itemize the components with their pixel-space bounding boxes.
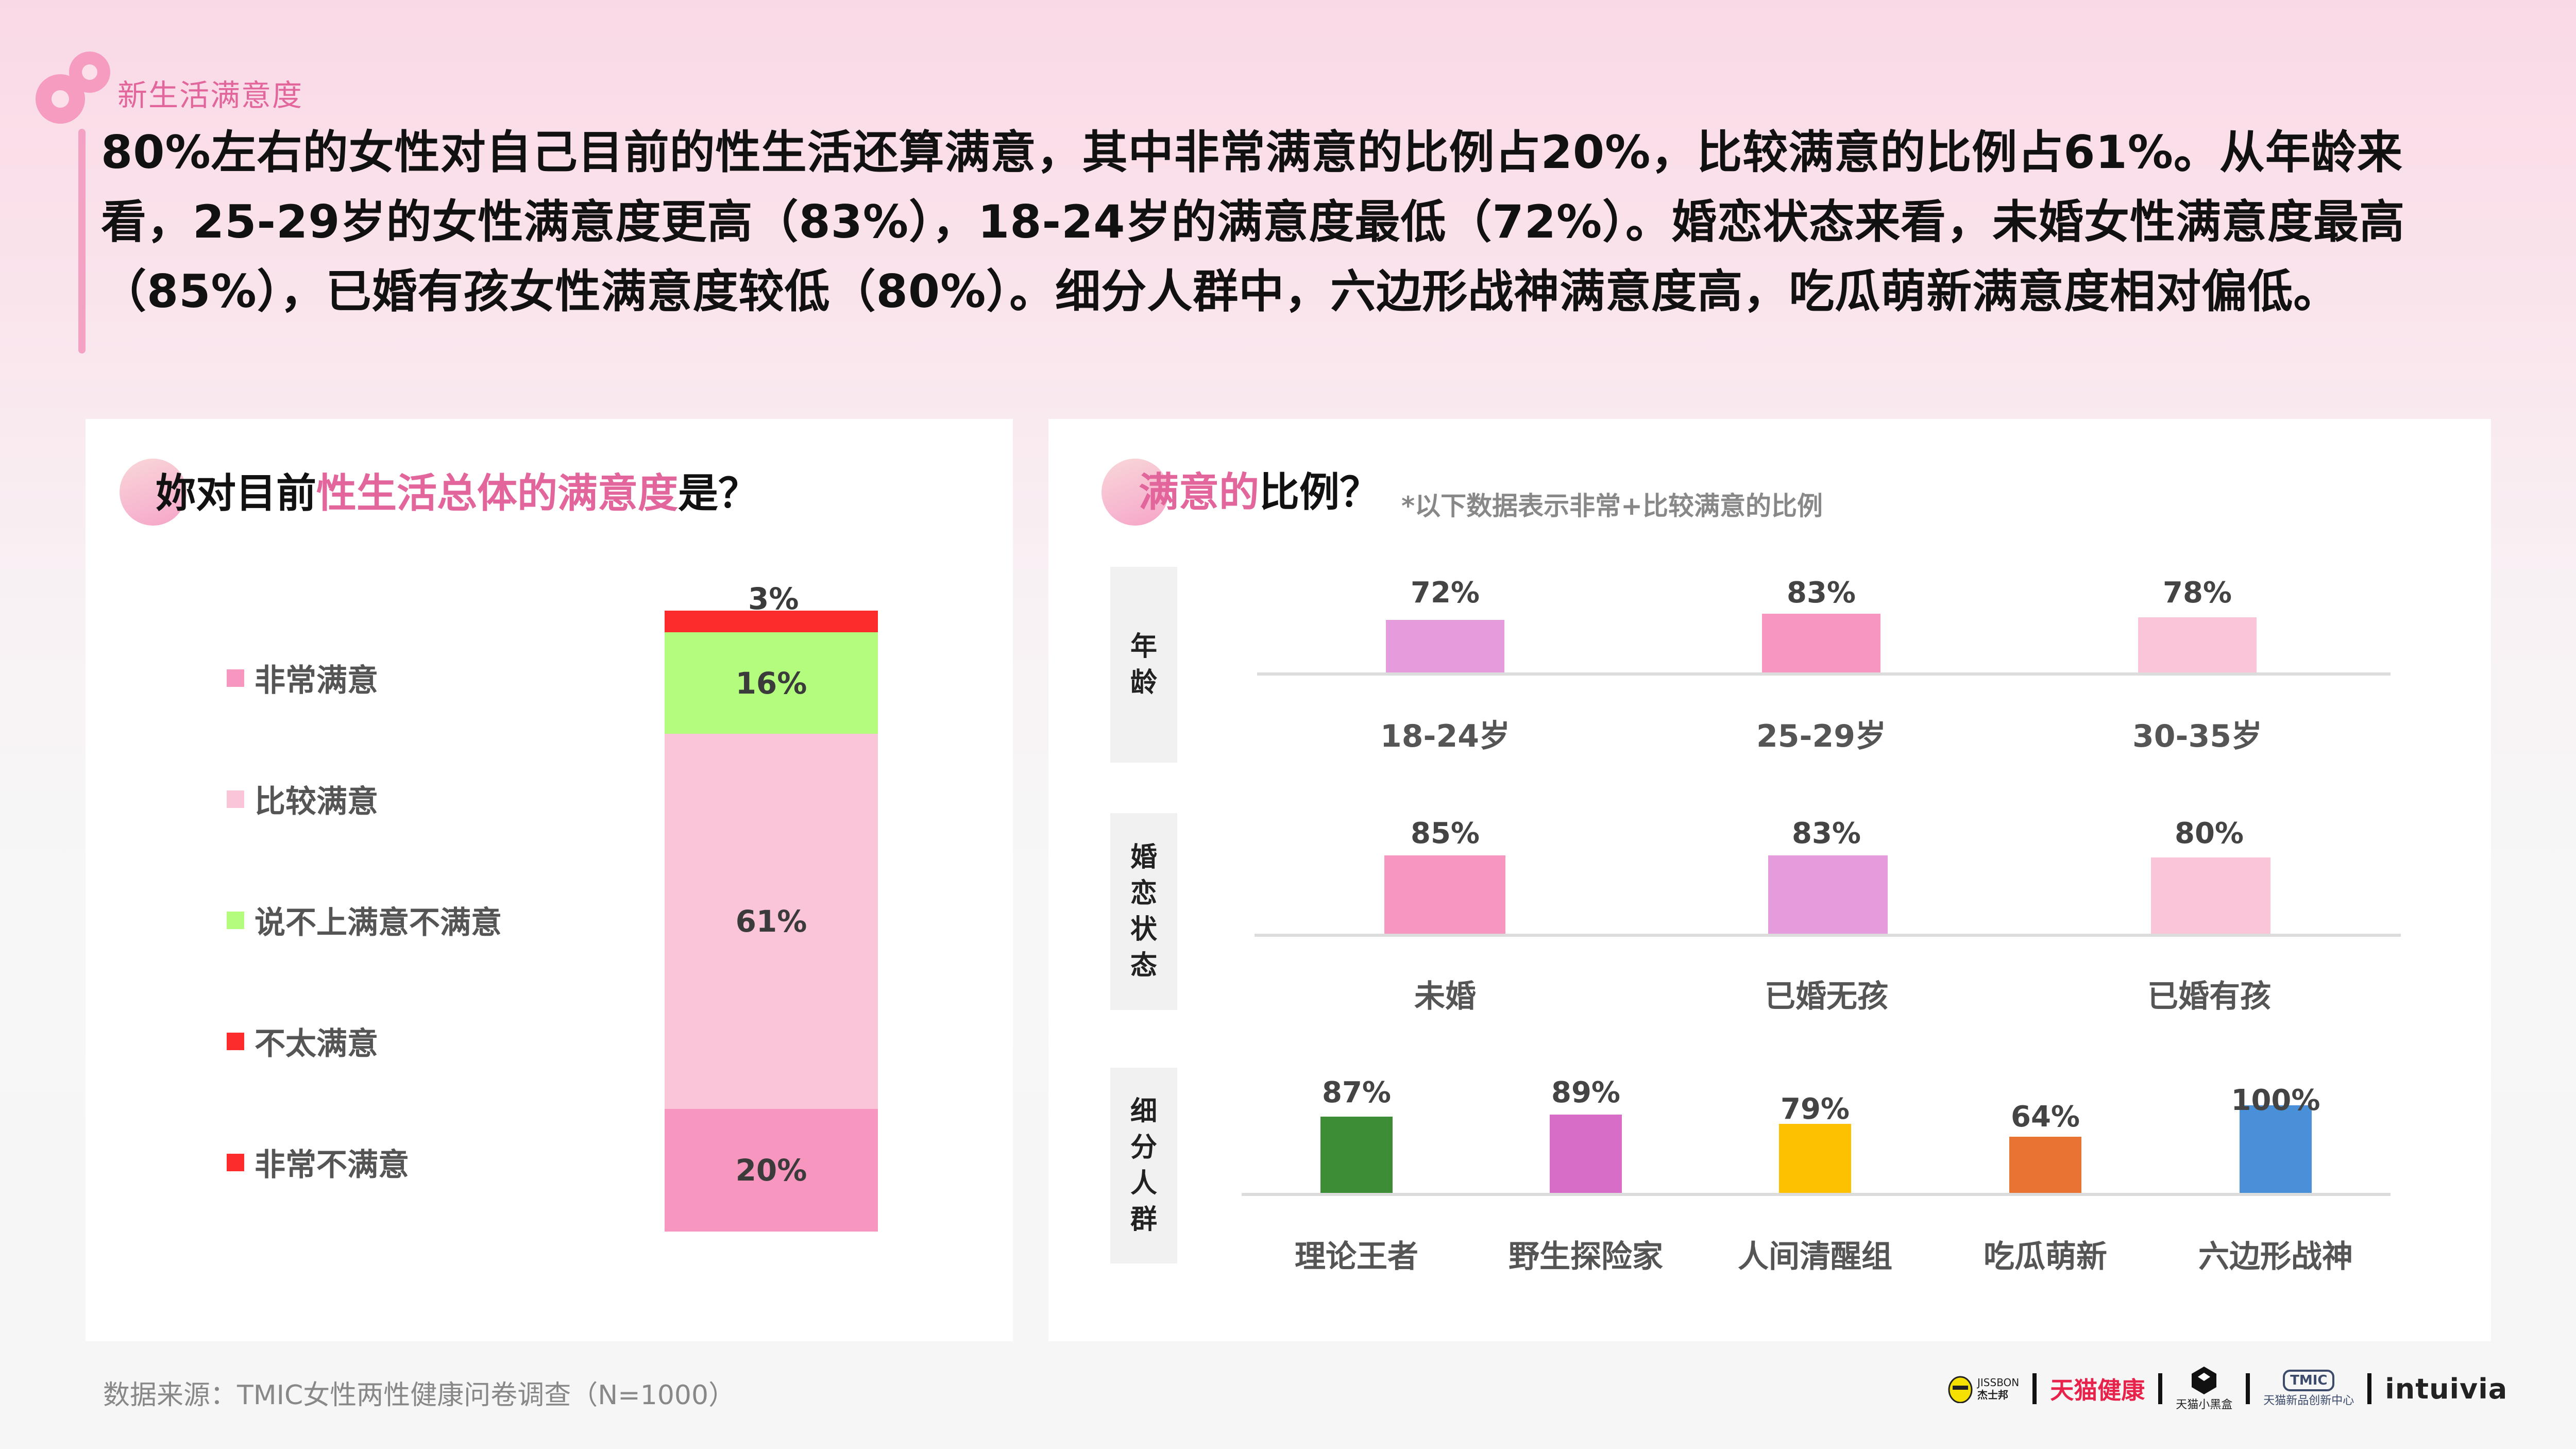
bar-wild-explorer (1550, 1115, 1622, 1193)
logo-divider (2158, 1373, 2163, 1404)
legend-item: 不太满意 (227, 1019, 378, 1064)
legend-swatch (227, 911, 244, 929)
group-tag-segments: 细分人群 (1110, 1068, 1177, 1263)
bar-value: 79% (1780, 1092, 1850, 1126)
intuivia-logo: intuivia (2385, 1372, 2508, 1405)
legend-label: 不太满意 (255, 1026, 378, 1062)
jissbon-cn: 杰士邦 (1977, 1389, 2008, 1401)
title-prefix: 妳对目前 (156, 470, 317, 517)
bar-value: 64% (2010, 1100, 2080, 1134)
stacked-bar: 16% 61% 20% (665, 611, 878, 1232)
bar-category: 吃瓜萌新 (1984, 1239, 2107, 1275)
bar-value: 78% (2162, 576, 2232, 610)
data-source: 数据来源：TMIC女性两性健康问卷调查（N=1000） (103, 1380, 736, 1411)
axis-line (1257, 672, 2391, 676)
left-card-title: 妳对目前性生活总体的满意度是？ (156, 461, 758, 519)
legend-swatch (227, 1153, 244, 1171)
bar-category: 已婚无孩 (1765, 979, 1888, 1015)
title-blob-icon (1101, 459, 1168, 526)
bar-segment-fairly-satisfied: 61% (665, 734, 878, 1109)
group-tag-age: 年龄 (1110, 567, 1177, 763)
segment-label: 20% (735, 1153, 807, 1188)
bar-30-35 (2138, 617, 2257, 672)
bar-married-with-child (2151, 857, 2270, 934)
age-bars (1257, 567, 2391, 672)
bar-newbie (2009, 1137, 2081, 1193)
bar-segment-dissatisfied (665, 611, 878, 632)
legend-item: 非常不满意 (227, 1140, 409, 1185)
bar-value: 72% (1410, 576, 1480, 610)
bar-category: 理论王者 (1295, 1239, 1418, 1275)
logo-divider (2032, 1373, 2037, 1404)
blackbox-cube-icon (2192, 1367, 2217, 1394)
bar-category: 25-29岁 (1756, 718, 1886, 754)
jissbon-mascot-icon (1948, 1376, 1973, 1403)
marital-bars (1255, 804, 2401, 934)
legend-item: 非常满意 (227, 655, 378, 700)
bar-value: 89% (1551, 1076, 1621, 1109)
bar-category: 已婚有孩 (2147, 979, 2271, 1015)
bar-segment-very-satisfied: 20% (665, 1109, 878, 1232)
partner-logos: JISSBON 杰士邦 天猫健康 天猫小黑盒 TMIC 天猫新品创新中心 int… (1947, 1366, 2507, 1412)
bar-clear-minded (1779, 1124, 1851, 1193)
bar-hexagon-warrior (2240, 1105, 2312, 1193)
bar-category: 未婚 (1414, 979, 1476, 1015)
tmic-badge: TMIC (2283, 1370, 2335, 1391)
segment-label: 61% (735, 904, 807, 939)
blackbox-label: 天猫小黑盒 (2176, 1399, 2233, 1411)
bar-value: 83% (1791, 817, 1861, 850)
title-highlight: 满意的 (1139, 469, 1260, 516)
title-highlight: 性生活总体的满意度 (316, 470, 679, 517)
legend-item: 说不上满意不满意 (227, 898, 502, 942)
tmic-logo: TMIC 天猫新品创新中心 (2263, 1370, 2354, 1408)
bar-category: 30-35岁 (2132, 718, 2262, 754)
legend-label: 说不上满意不满意 (255, 905, 502, 941)
right-card-title: 满意的比例？ (1139, 460, 1380, 518)
bar-category: 18-24岁 (1380, 718, 1510, 754)
jissbon-en: JISSBON (1977, 1376, 2020, 1389)
bar-18-24 (1386, 620, 1504, 672)
bar-married-no-child (1768, 855, 1888, 934)
title-suffix: 比例？ (1259, 469, 1380, 516)
flower-icon (36, 52, 110, 124)
title-suffix: 是？ (678, 470, 759, 517)
bar-category: 六边形战神 (2198, 1239, 2353, 1275)
bar-value: 100% (2231, 1084, 2320, 1117)
legend-swatch (227, 1032, 244, 1050)
legend-swatch (227, 669, 244, 687)
bar-25-29 (1762, 614, 1880, 672)
legend-item: 比较满意 (227, 777, 378, 821)
legend-swatch (227, 790, 244, 808)
axis-line (1242, 1193, 2391, 1196)
data-note: *以下数据表示非常+比较满意的比例 (1401, 491, 1823, 521)
section-label: 新生活满意度 (117, 78, 303, 113)
group-tag-marital: 婚恋状态 (1110, 813, 1177, 1010)
bar-value: 80% (2174, 817, 2244, 850)
title-blob-icon (120, 459, 187, 526)
segment-label: 16% (735, 665, 807, 701)
logo-divider (2246, 1373, 2250, 1404)
segment-bars (1242, 1082, 2391, 1193)
bar-category: 野生探险家 (1509, 1239, 1663, 1275)
bar-theory-king (1320, 1117, 1393, 1193)
segment-label-top: 3% (748, 581, 799, 616)
legend-label: 比较满意 (255, 784, 378, 820)
tmic-label: 天猫新品创新中心 (2263, 1394, 2354, 1407)
legend-label: 非常满意 (255, 663, 378, 699)
legend-label: 非常不满意 (255, 1147, 409, 1183)
bar-category: 人间清醒组 (1738, 1239, 1892, 1275)
logo-divider (2367, 1373, 2372, 1404)
bar-value: 83% (1786, 576, 1856, 610)
bar-segment-neutral: 16% (665, 632, 878, 734)
bar-value: 87% (1321, 1076, 1392, 1109)
bar-value: 85% (1410, 817, 1480, 850)
axis-line (1255, 934, 2401, 937)
tmall-blackbox-logo: 天猫小黑盒 (2176, 1366, 2232, 1412)
accent-line (78, 129, 86, 353)
summary-paragraph: 80%左右的女性对自己目前的性生活还算满意，其中非常满意的比例占20%，比较满意… (101, 126, 2405, 318)
bar-unmarried (1384, 855, 1505, 934)
tmall-health-logo: 天猫健康 (2050, 1376, 2145, 1404)
jissbon-logo: JISSBON 杰士邦 (1947, 1374, 2019, 1403)
